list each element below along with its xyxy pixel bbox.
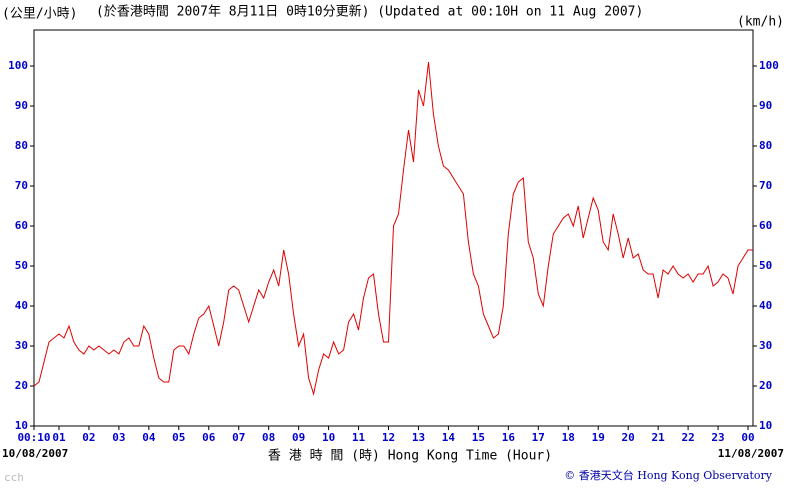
y2-tick-label: 10 <box>759 419 772 432</box>
y-tick-label: 40 <box>15 299 28 312</box>
plot-frame <box>33 29 754 427</box>
y2-tick-label: 70 <box>759 179 772 192</box>
x-axis-title: 香 港 時 間 (時) Hong Kong Time (Hour) <box>268 449 552 464</box>
x-tick-label: 09 <box>292 431 305 444</box>
y-tick-label: 90 <box>15 99 28 112</box>
y-tick-label: 100 <box>8 59 28 72</box>
x-tick-label: 07 <box>232 431 245 444</box>
x-tick-label: 05 <box>172 431 185 444</box>
y-tick-label: 30 <box>15 339 28 352</box>
chart-title: (於香港時間 2007年 8月11日 0時10分更新) (Updated at … <box>96 4 643 20</box>
x-tick-label: 21 <box>652 431 666 444</box>
x-tick-label: 06 <box>202 431 216 444</box>
data-line <box>33 61 753 396</box>
y2-tick-label: 30 <box>759 339 772 352</box>
x-tick-label: 01 <box>52 431 66 444</box>
y2-tick-label: 50 <box>759 259 772 272</box>
x-tick-label: 12 <box>382 431 395 444</box>
y-tick-label: 20 <box>15 379 28 392</box>
y2-tick-label: 80 <box>759 139 772 152</box>
x-tick-label: 16 <box>502 431 516 444</box>
y2-tick-label: 90 <box>759 99 772 112</box>
y2-tick-label: 40 <box>759 299 772 312</box>
x-tick-label: 19 <box>592 431 605 444</box>
y2-tick-label: 100 <box>759 59 779 72</box>
y-unit-left: (公里/小時) <box>2 7 77 22</box>
start-date: 10/08/2007 <box>2 447 68 460</box>
x-tick-label: 08 <box>262 431 275 444</box>
y-tick-label: 10 <box>15 419 28 432</box>
x-tick-label: 18 <box>562 431 575 444</box>
y-tick-label: 80 <box>15 139 28 152</box>
x-tick-label: 00 <box>741 431 754 444</box>
credit: © 香港天文台 Hong Kong Observatory <box>564 468 773 482</box>
x-tick-label: 15 <box>472 431 485 444</box>
watermark: cch <box>4 471 24 484</box>
x-tick-label: 02 <box>82 431 95 444</box>
x-tick-label: 00:10 <box>17 431 50 444</box>
x-tick-label: 17 <box>532 431 545 444</box>
y-unit-right: (km/h) <box>737 15 784 30</box>
x-tick-label: 04 <box>142 431 156 444</box>
y2-tick-label: 20 <box>759 379 772 392</box>
x-tick-label: 13 <box>412 431 425 444</box>
y-tick-label: 70 <box>15 179 28 192</box>
x-tick-label: 03 <box>112 431 125 444</box>
x-tick-label: 20 <box>622 431 635 444</box>
y-tick-label: 60 <box>15 219 28 232</box>
y-tick-label: 50 <box>15 259 28 272</box>
x-tick-label: 23 <box>711 431 724 444</box>
x-tick-label: 22 <box>681 431 694 444</box>
x-tick-label: 14 <box>442 431 456 444</box>
y2-tick-label: 60 <box>759 219 772 232</box>
end-date: 11/08/2007 <box>718 447 784 460</box>
x-tick-label: 10 <box>322 431 335 444</box>
x-tick-label: 11 <box>352 431 366 444</box>
